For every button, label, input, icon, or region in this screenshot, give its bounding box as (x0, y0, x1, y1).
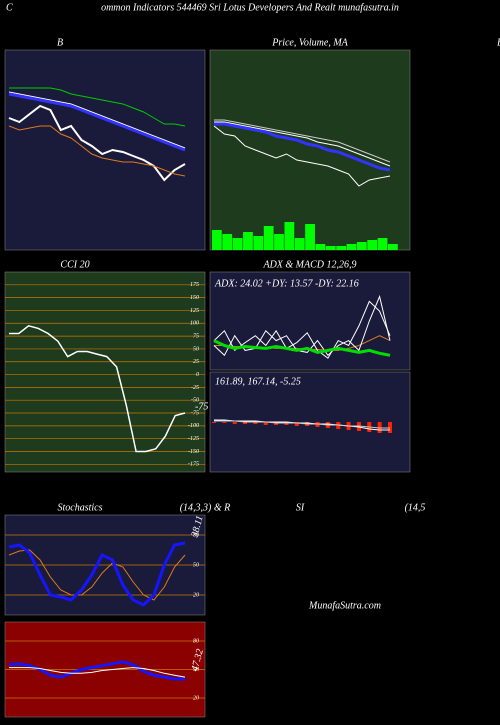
volume-bar (388, 244, 398, 250)
panel-title: B (57, 37, 63, 48)
y-tick-label: -75 (191, 410, 199, 416)
series-line (8, 660, 185, 681)
series-line (214, 119, 391, 163)
panel-label: (14,3,3) & R (180, 502, 231, 513)
y-tick-label: 20 (193, 695, 199, 701)
series-line (213, 125, 391, 187)
volume-bar (305, 224, 315, 250)
panel-title: CCI 20 (60, 259, 89, 270)
volume-bar (325, 246, 336, 250)
series-line (214, 122, 391, 172)
y-tick-label: -150 (188, 449, 199, 455)
y-tick-label: 75 (193, 333, 199, 339)
panel (4, 271, 206, 473)
y-tick-label: -125 (188, 436, 199, 442)
panel-label: SI (296, 502, 305, 513)
volume-bar (243, 232, 253, 250)
volume-bar (253, 236, 264, 250)
volume-bar (315, 244, 326, 250)
series-line (9, 667, 186, 678)
y-tick-label: -25 (191, 385, 199, 391)
indicator-text: 161.89, 167.14, -5.25 (215, 376, 301, 387)
series-line (8, 125, 186, 177)
y-tick-label: -175 (188, 462, 199, 468)
series-line (8, 549, 186, 601)
series-line (8, 541, 186, 607)
volume-bar (284, 222, 295, 250)
y-tick-label: 20 (193, 592, 199, 598)
volume-bar (294, 238, 305, 250)
page-title: ommon Indicators 544469 Sri Lotus Develo… (101, 2, 399, 13)
panel-label: B (497, 37, 500, 48)
corner: C (6, 2, 13, 13)
volume-bar (377, 238, 388, 250)
histogram-bar (222, 422, 227, 423)
volume-bar (222, 234, 233, 250)
y-tick-label: 100 (190, 321, 199, 327)
series-line (213, 339, 391, 357)
y-tick-label: 125 (190, 308, 199, 314)
panel-label: (14,5 (405, 502, 426, 513)
y-tick-label: 50 (193, 346, 199, 352)
panel (4, 49, 206, 251)
series-line (8, 104, 186, 182)
series-line (214, 420, 390, 429)
volume-bar (274, 234, 284, 250)
y-tick-label: 50 (193, 562, 199, 568)
volume-bar (232, 238, 243, 250)
volume-bar (346, 244, 357, 250)
series-line (9, 324, 186, 453)
histogram-bar (212, 422, 216, 423)
y-tick-label: 50 (193, 667, 199, 673)
y-tick-label: -50 (191, 398, 199, 404)
value-annotation: -75 (195, 401, 208, 412)
y-tick-label: 25 (193, 359, 199, 365)
indicator-text: ADX: 24.02 +DY: 13.57 -DY: 22.16 (214, 278, 359, 289)
y-tick-label: -100 (188, 423, 199, 429)
volume-bar (356, 242, 367, 250)
histogram-bar (253, 422, 258, 424)
series-line (9, 87, 186, 127)
y-tick-label: 80 (193, 532, 199, 538)
series-line (213, 300, 391, 359)
histogram-bar (263, 422, 268, 425)
y-tick-label: 150 (190, 295, 199, 301)
histogram-bar (232, 422, 237, 424)
series-line (214, 121, 391, 167)
panel (209, 49, 411, 251)
volume-bar (212, 230, 222, 250)
histogram-bar (243, 422, 248, 424)
volume-bar (336, 246, 347, 250)
y-tick-label: 175 (190, 282, 199, 288)
series-line (8, 91, 186, 149)
volume-bar (367, 240, 378, 250)
panel-title: Price, Volume, MA (271, 37, 348, 48)
panel-title: ADX & MACD 12,26,9 (262, 259, 356, 270)
histogram-bar (294, 422, 299, 426)
y-tick-label: 80 (193, 638, 199, 644)
series-line (8, 92, 186, 152)
volume-bar (263, 226, 274, 250)
watermark: MunafaSutra.com (308, 600, 381, 611)
y-tick-label: 0 (196, 372, 199, 378)
panel-label: Stochastics (58, 502, 103, 513)
